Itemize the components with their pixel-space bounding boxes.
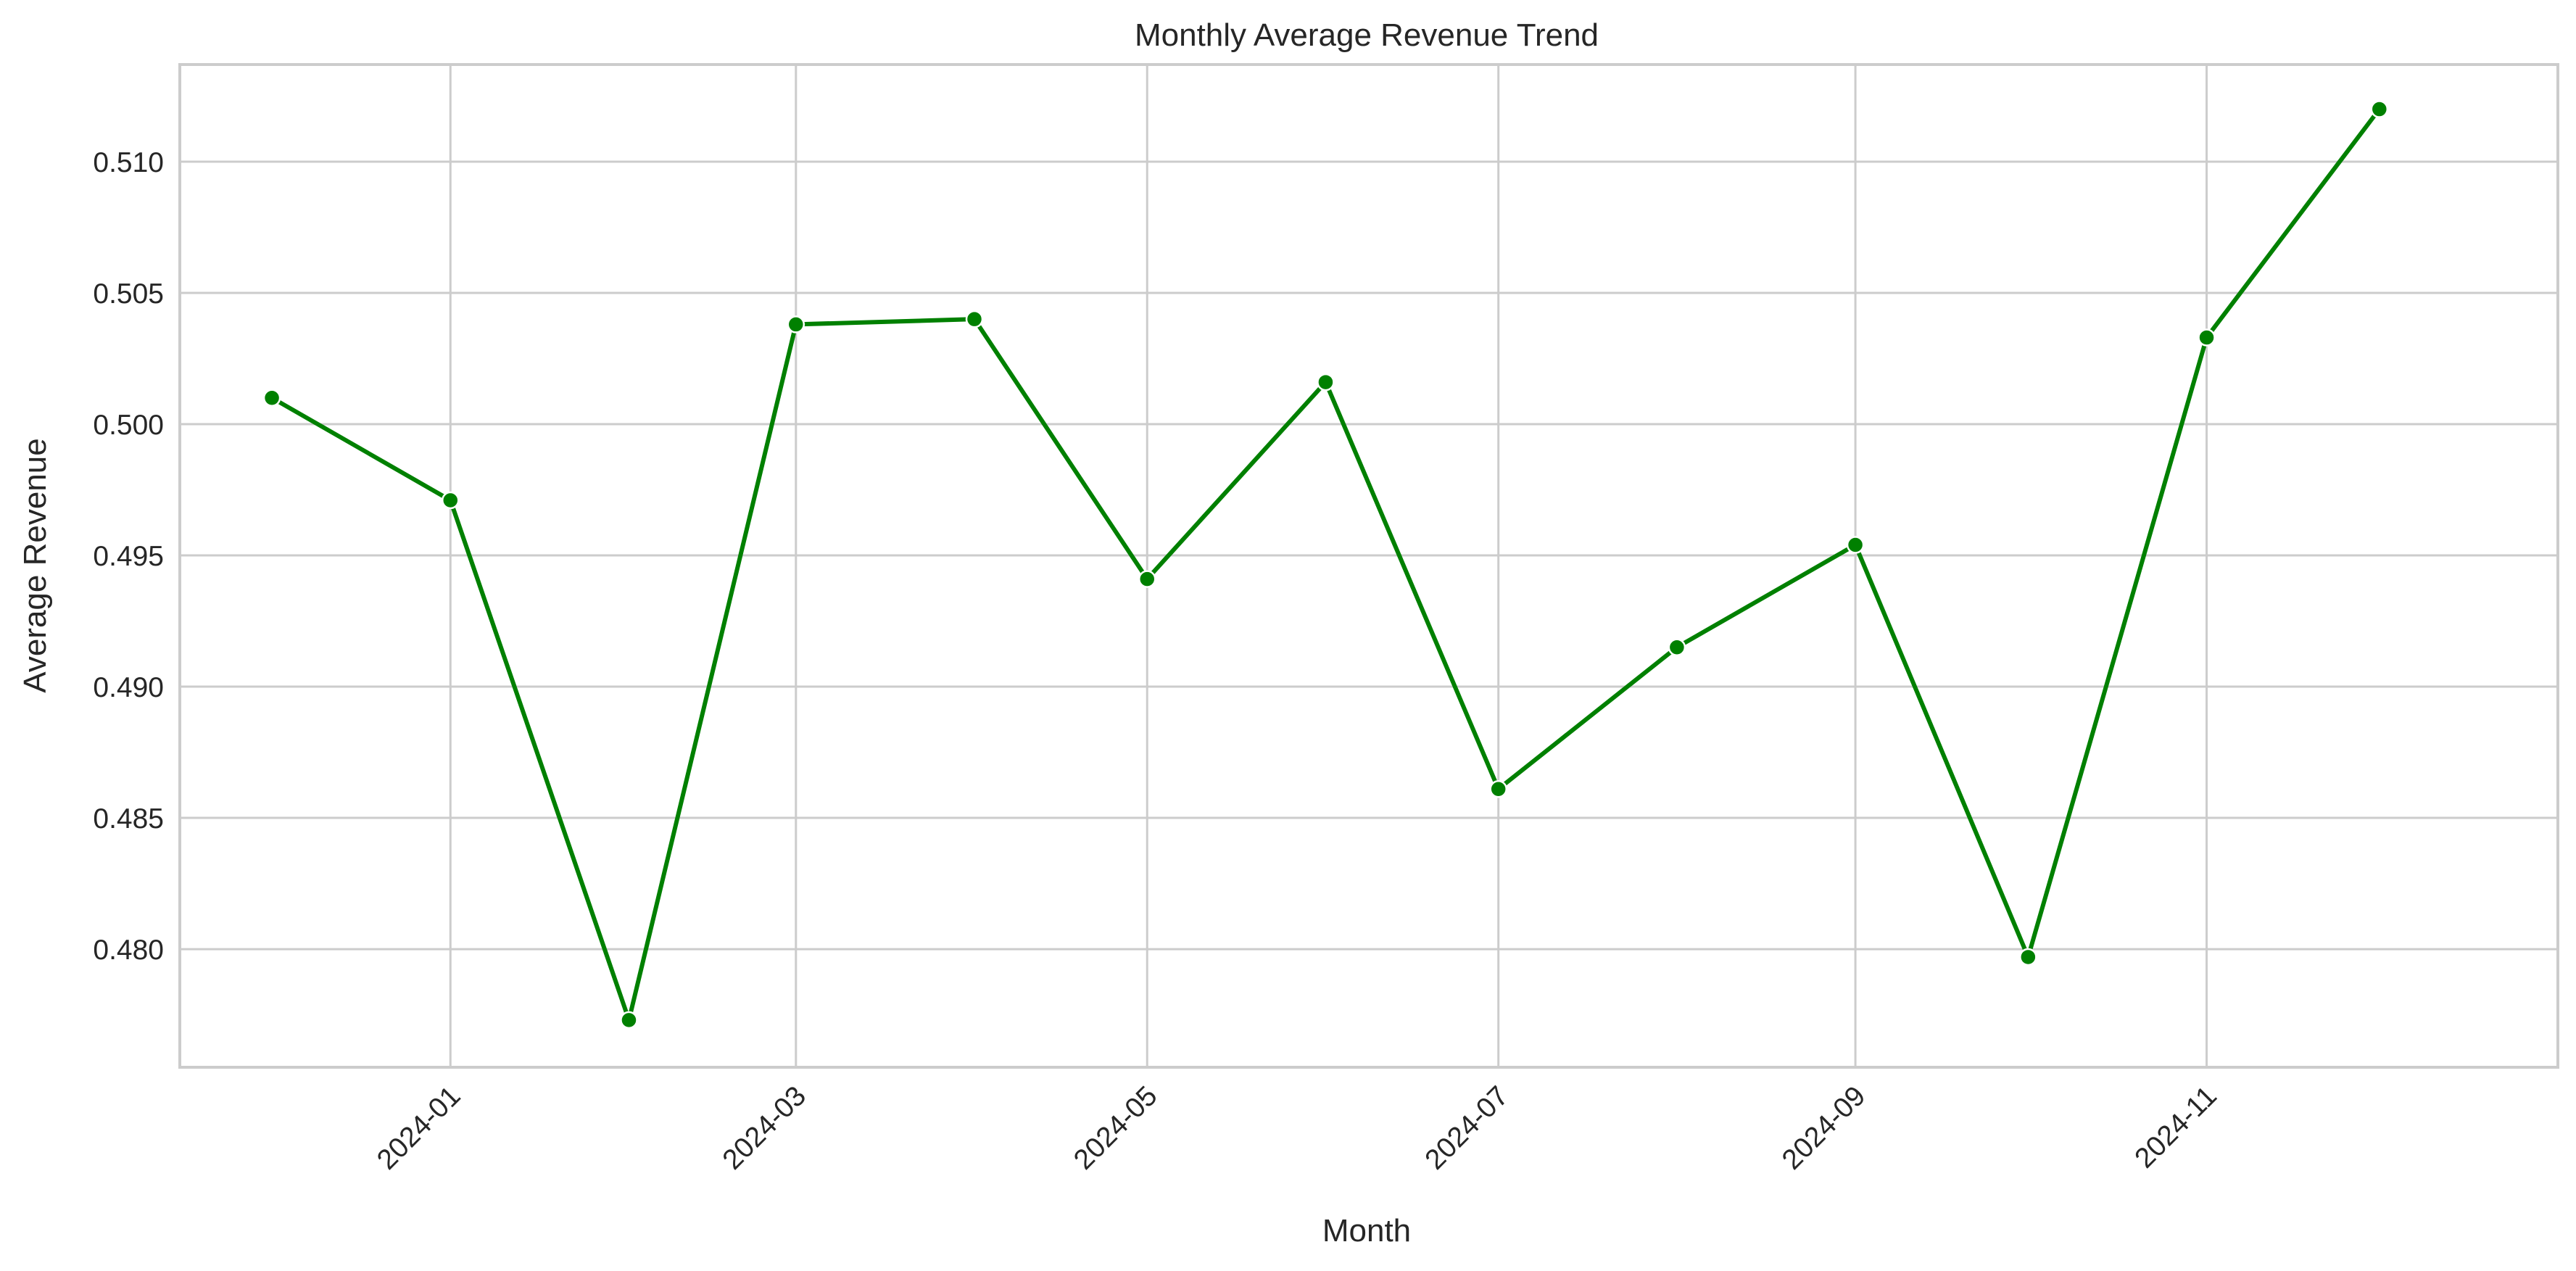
data-point — [2370, 100, 2389, 118]
x-tick-label: 2024-09 — [1776, 1080, 1872, 1176]
x-tick-label: 2024-07 — [1419, 1080, 1515, 1176]
data-point — [1138, 570, 1156, 588]
data-point — [1317, 373, 1335, 392]
x-tick-label: 2024-01 — [371, 1080, 467, 1176]
series-layer — [262, 100, 2389, 1030]
y-tick-label: 0.495 — [93, 541, 164, 572]
y-axis-label: Average Revenue — [17, 438, 53, 692]
chart-title: Monthly Average Revenue Trend — [1135, 17, 1599, 53]
x-axis-label: Month — [1322, 1213, 1411, 1249]
y-tick-label: 0.490 — [93, 672, 164, 703]
x-tick-label: 2024-11 — [2129, 1080, 2223, 1175]
y-tick-label: 0.485 — [93, 803, 164, 835]
y-tick-label: 0.480 — [93, 935, 164, 966]
series-line — [270, 107, 2382, 1022]
data-point — [1846, 536, 1865, 554]
y-tick-label: 0.500 — [93, 410, 164, 441]
data-point — [2019, 948, 2037, 966]
y-tick-label: 0.510 — [93, 147, 164, 178]
data-point — [262, 389, 281, 407]
data-point — [787, 315, 805, 334]
data-point — [1489, 779, 1507, 798]
data-point — [620, 1011, 638, 1030]
x-tick-label: 2024-05 — [1068, 1080, 1164, 1176]
data-point — [442, 491, 460, 510]
x-tick-labels: 2024-01 2024-03 2024-05 2024-07 2024-09 2024-… — [371, 1080, 2223, 1176]
x-tick-label: 2024-03 — [717, 1080, 813, 1176]
grid-lines — [180, 65, 2558, 1067]
plot-frame — [178, 63, 2559, 1069]
data-point — [965, 310, 984, 328]
data-point — [1668, 638, 1686, 656]
data-point — [2198, 328, 2216, 347]
y-tick-label: 0.505 — [93, 278, 164, 310]
y-tick-labels: 0.480 0.485 0.490 0.495 0.500 0.505 0.510 — [93, 147, 164, 966]
